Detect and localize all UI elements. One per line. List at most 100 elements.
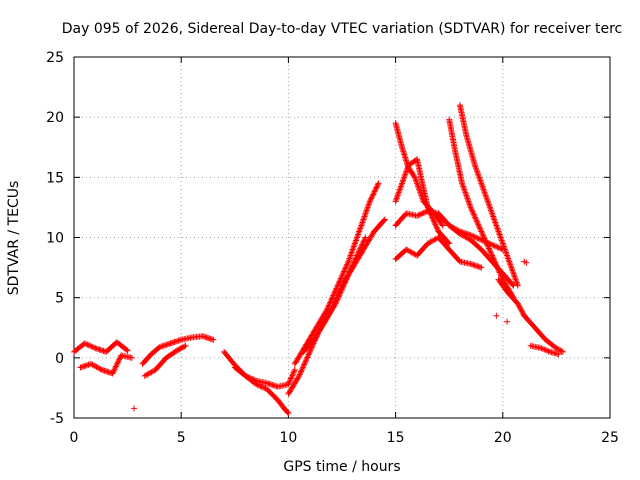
series-track-e — [221, 348, 298, 390]
data-point — [128, 354, 135, 361]
data-point — [432, 221, 439, 228]
series-outliers — [131, 258, 530, 412]
data-point — [487, 248, 494, 255]
data-point — [299, 365, 306, 372]
x-tick-label: 20 — [494, 430, 512, 446]
data-point — [517, 306, 524, 313]
data-point — [472, 214, 479, 221]
data-point — [446, 240, 453, 247]
data-point — [335, 293, 342, 300]
data-point — [337, 289, 344, 296]
data-point — [482, 238, 489, 245]
data-point — [83, 340, 90, 347]
y-tick-label: -5 — [50, 411, 64, 427]
data-point — [490, 242, 497, 249]
series-track-r — [521, 312, 566, 355]
data-point — [89, 344, 96, 351]
data-point — [341, 280, 348, 287]
data-point — [372, 185, 379, 192]
data-point — [124, 347, 131, 354]
data-point — [420, 209, 427, 216]
data-point — [432, 222, 439, 229]
data-point — [85, 342, 92, 349]
data-point — [372, 187, 379, 194]
data-point — [445, 239, 452, 246]
data-point — [359, 241, 366, 248]
data-point — [431, 219, 438, 226]
y-tick-label: 10 — [46, 231, 64, 247]
data-point — [368, 194, 375, 201]
data-point — [374, 183, 381, 190]
data-point — [339, 285, 346, 292]
data-point — [491, 242, 498, 249]
data-point — [344, 261, 351, 268]
series-track-p — [446, 222, 517, 289]
data-point — [489, 241, 496, 248]
data-point — [473, 234, 479, 241]
ticks — [73, 56, 611, 419]
data-point — [259, 384, 266, 391]
data-point — [356, 246, 363, 253]
y-tick-label: 20 — [46, 110, 64, 126]
data-point — [340, 269, 347, 276]
series-track-o — [456, 102, 521, 289]
data-point — [302, 358, 309, 365]
data-point — [555, 351, 562, 358]
data-point — [474, 219, 481, 226]
data-point — [346, 269, 353, 276]
data-point — [471, 233, 478, 240]
data-point — [350, 261, 357, 268]
data-point — [304, 354, 311, 361]
data-point — [373, 184, 380, 191]
data-point — [519, 308, 526, 315]
data-point — [430, 217, 437, 224]
chart-title: Day 095 of 2026, Sidereal Day-to-day VTE… — [62, 21, 622, 37]
data-point — [343, 275, 350, 282]
data-point — [131, 405, 138, 412]
data-point — [438, 221, 445, 228]
x-tick-label: 15 — [387, 430, 405, 446]
data-point — [475, 235, 482, 242]
data-point — [428, 212, 435, 219]
data-marks — [71, 102, 566, 417]
y-tick-label: 5 — [55, 291, 64, 307]
data-point — [286, 379, 293, 386]
data-point — [514, 300, 521, 307]
data-point — [367, 197, 374, 204]
data-point — [342, 278, 349, 285]
data-point — [362, 234, 369, 241]
data-point — [342, 265, 349, 272]
data-point — [254, 381, 261, 388]
data-point — [285, 410, 292, 417]
data-point — [375, 180, 382, 187]
data-point — [344, 259, 351, 266]
data-point — [557, 347, 564, 354]
data-point — [344, 273, 351, 280]
data-point — [353, 253, 360, 260]
data-point — [370, 190, 377, 197]
x-tick-label: 25 — [601, 430, 619, 446]
data-point — [470, 210, 477, 217]
x-tick-label: 5 — [177, 430, 186, 446]
data-point — [439, 222, 446, 229]
data-point — [114, 360, 121, 367]
data-point — [381, 216, 388, 223]
data-point — [416, 211, 423, 218]
data-point — [351, 258, 358, 265]
data-point — [289, 371, 296, 378]
data-point — [295, 374, 302, 381]
data-point — [304, 353, 311, 360]
data-point — [482, 236, 489, 243]
data-point — [112, 364, 119, 371]
data-point — [475, 222, 482, 229]
data-point — [455, 257, 462, 264]
data-point — [481, 235, 488, 242]
series-track-c — [139, 333, 217, 367]
data-point — [366, 198, 373, 205]
data-point — [296, 371, 303, 378]
data-point — [299, 364, 306, 371]
data-point — [341, 267, 348, 274]
data-point — [182, 342, 189, 349]
data-point — [255, 382, 262, 389]
data-point — [470, 233, 477, 240]
